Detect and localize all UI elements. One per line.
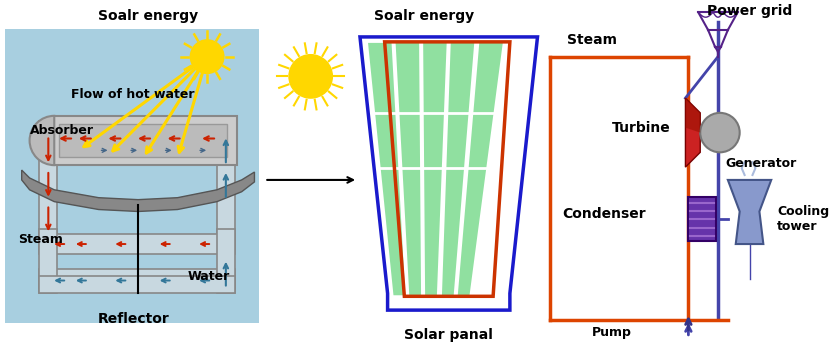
Bar — [39, 121, 57, 249]
Polygon shape — [422, 42, 447, 296]
Text: Reflector: Reflector — [97, 312, 169, 326]
Text: Generator: Generator — [725, 157, 796, 170]
Text: Cooling
tower: Cooling tower — [777, 205, 830, 233]
Bar — [39, 275, 235, 293]
Polygon shape — [22, 170, 255, 211]
Circle shape — [701, 113, 740, 152]
Bar — [39, 269, 235, 288]
Text: Steam: Steam — [18, 233, 63, 246]
Bar — [59, 124, 227, 157]
Text: Soalr energy: Soalr energy — [98, 9, 198, 23]
FancyBboxPatch shape — [688, 197, 716, 241]
Bar — [39, 229, 57, 293]
Bar — [217, 121, 235, 249]
Text: Steam: Steam — [567, 33, 617, 47]
Text: Soalr energy: Soalr energy — [374, 9, 474, 23]
Text: Power grid: Power grid — [707, 5, 792, 19]
Text: Turbine: Turbine — [612, 121, 670, 135]
Circle shape — [289, 55, 333, 98]
Polygon shape — [367, 42, 406, 296]
Wedge shape — [29, 116, 54, 165]
Polygon shape — [728, 180, 771, 244]
Polygon shape — [360, 37, 537, 310]
Bar — [54, 116, 236, 165]
Polygon shape — [685, 98, 701, 167]
Text: Solar panal: Solar panal — [404, 328, 494, 342]
Bar — [217, 229, 235, 293]
Text: Flow of hot water: Flow of hot water — [71, 88, 195, 101]
Text: Pump: Pump — [592, 326, 631, 339]
Text: Condenser: Condenser — [562, 208, 646, 222]
Bar — [39, 234, 235, 254]
Text: Absorber: Absorber — [29, 124, 94, 137]
Bar — [5, 29, 260, 323]
Polygon shape — [685, 98, 701, 133]
Text: Water: Water — [188, 270, 230, 283]
Circle shape — [190, 40, 224, 74]
Polygon shape — [395, 42, 422, 296]
Polygon shape — [441, 42, 475, 296]
Polygon shape — [457, 42, 504, 296]
